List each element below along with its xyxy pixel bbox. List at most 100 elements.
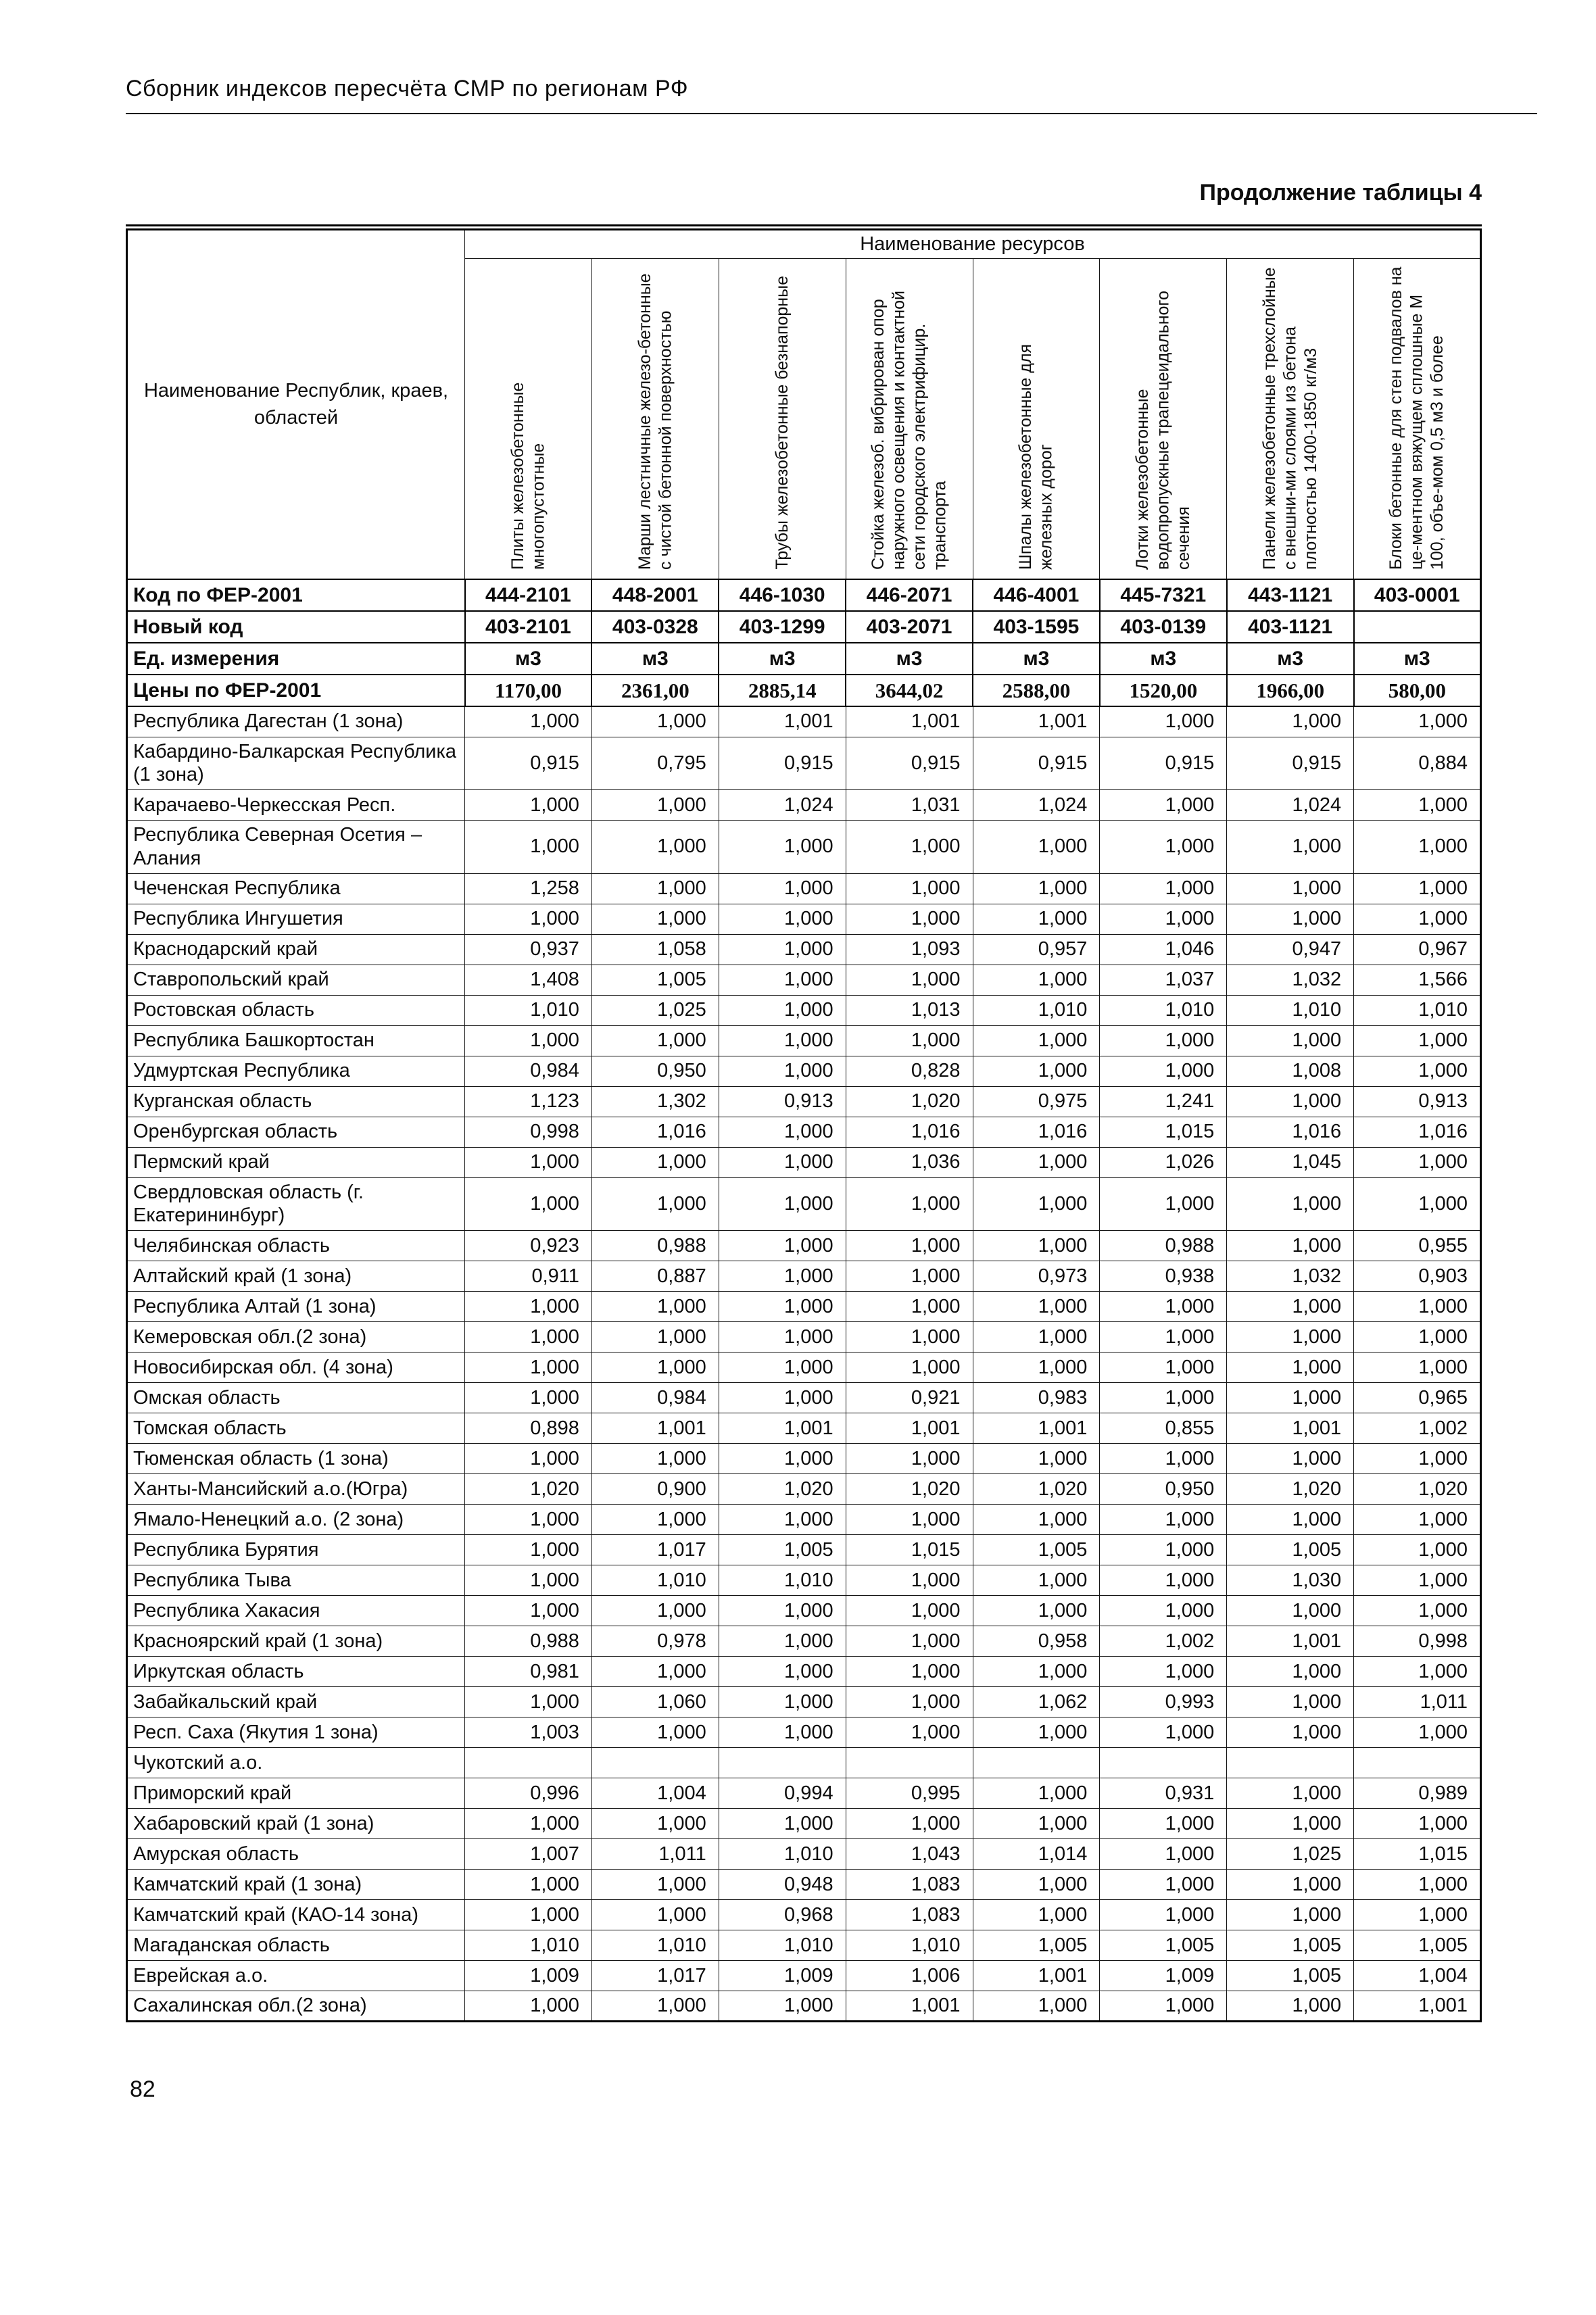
table-head: Наименование Республик, краев, областей …: [126, 227, 1481, 580]
region-value: 1,000: [972, 1352, 1101, 1384]
region-value: 1,000: [1353, 1504, 1481, 1536]
region-value: 0,913: [718, 1086, 846, 1117]
region-label: Ростовская область: [126, 994, 465, 1026]
column-header-text: Плиты железобетонные многопустотные: [508, 382, 548, 570]
column-header-5: Шпалы железобетонные для железных дорог: [972, 258, 1101, 580]
region-value: 1,000: [718, 994, 846, 1026]
meta-value: м3: [1353, 642, 1482, 675]
region-value: 1,000: [1226, 1025, 1355, 1056]
region-value: 1,009: [464, 1960, 592, 1992]
region-row: Чеченская Республика 1,258 1,000 1,000 1,000…: [126, 873, 1481, 904]
region-label: Алтайский край (1 зона): [126, 1261, 465, 1292]
region-value: 0,973: [972, 1261, 1101, 1292]
region-value: 0,903: [1353, 1261, 1481, 1292]
document-header: Сборник индексов пересчёта СМР по регион…: [126, 76, 1537, 114]
meta-value: 403-1299: [718, 610, 847, 643]
region-value: 1,000: [845, 1443, 973, 1475]
meta-value: 445-7321: [1098, 579, 1228, 612]
region-value: 1,000: [1099, 1595, 1228, 1627]
region-value: 1,000: [845, 1291, 973, 1323]
region-value: 1,000: [845, 1656, 973, 1688]
region-label: Забайкальский край: [126, 1686, 465, 1718]
column-header-text: Панели железобетонные трехслойные с внеш…: [1259, 267, 1320, 570]
region-value: [718, 1747, 846, 1779]
region-row: Ханты-Мансийский а.о.(Югра) 1,020 0,900 1,0…: [126, 1473, 1481, 1505]
region-value: 1,000: [1226, 1686, 1355, 1718]
region-value: 1,083: [845, 1869, 973, 1901]
region-value: 0,828: [845, 1055, 973, 1087]
region-value: 1,000: [464, 706, 592, 737]
region-row: Республика Дагестан (1 зона) 1,000 1,000 1,…: [126, 706, 1481, 737]
region-value: 1,013: [845, 994, 973, 1026]
region-row: Республика Тыва 1,000 1,010 1,010 1,000 1,000…: [126, 1565, 1481, 1597]
region-value: 1,000: [845, 1261, 973, 1292]
column-header-6: Лотки железобетонные водопропускные трап…: [1099, 258, 1228, 580]
region-value: 1,123: [464, 1086, 592, 1117]
meta-value: м3: [591, 642, 720, 675]
region-label: Ямало-Ненецкий а.о. (2 зона): [126, 1504, 465, 1536]
region-value: 0,921: [845, 1382, 973, 1414]
region-value: 1,000: [972, 1146, 1101, 1178]
region-value: 1,000: [464, 1565, 592, 1597]
region-row: Республика Башкортостан 1,000 1,000 1,000 1,…: [126, 1025, 1481, 1056]
region-value: 1,031: [845, 789, 973, 821]
region-label: Кабардино-Балкарская Республика (1 зона): [126, 736, 465, 791]
region-value: 1,005: [1099, 1930, 1228, 1961]
region-value: 1,000: [464, 1504, 592, 1536]
region-value: 1,000: [718, 1504, 846, 1536]
region-value: 1,000: [718, 1626, 846, 1657]
meta-value: м3: [845, 642, 973, 675]
region-value: 1,000: [972, 1991, 1101, 2022]
region-value: 1,015: [1353, 1838, 1481, 1870]
region-row: Краснодарский край 0,937 1,058 1,000 1,093 0,…: [126, 933, 1481, 965]
meta-value: 448-2001: [591, 579, 720, 612]
region-value: 1,000: [1353, 1595, 1481, 1627]
region-value: 0,915: [464, 736, 592, 791]
meta-value: 403-0001: [1353, 579, 1482, 612]
region-value: 1,000: [845, 1717, 973, 1749]
region-value: 1,000: [845, 1230, 973, 1262]
region-value: 0,967: [1353, 933, 1481, 965]
region-value: 1,000: [972, 1230, 1101, 1262]
region-value: 0,993: [1099, 1686, 1228, 1718]
region-value: 1,000: [1099, 1838, 1228, 1870]
meta-value: 403-0139: [1098, 610, 1228, 643]
region-value: 0,795: [591, 736, 719, 791]
region-label: Томская область: [126, 1413, 465, 1444]
region-row: Камчатский край (1 зона) 1,000 1,000 0,948 1…: [126, 1869, 1481, 1901]
region-value: 1,000: [1226, 1086, 1355, 1117]
region-value: 1,024: [972, 789, 1101, 821]
region-value: 1,045: [1226, 1146, 1355, 1178]
column-header-text: Лотки железобетонные водопропускные трап…: [1133, 291, 1194, 570]
region-value: 1,000: [591, 1504, 719, 1536]
region-value: 0,855: [1099, 1413, 1228, 1444]
region-value: 1,014: [972, 1838, 1101, 1870]
region-value: 1,020: [845, 1473, 973, 1505]
meta-value: м3: [1226, 642, 1355, 675]
meta-value: 580,00: [1353, 674, 1482, 707]
region-label: Краснодарский край: [126, 933, 465, 965]
region-value: 1,046: [1099, 933, 1228, 965]
column-header-text: Стойка железоб. вибрирован опор наружног…: [869, 291, 950, 570]
region-row: Томская область 0,898 1,001 1,001 1,001 1,001…: [126, 1413, 1481, 1444]
region-value: 1,010: [845, 1930, 973, 1961]
region-value: 1,000: [718, 1443, 846, 1475]
region-value: 0,998: [1353, 1626, 1481, 1657]
region-value: 1,010: [1099, 994, 1228, 1026]
region-row: Республика Хакасия 1,000 1,000 1,000 1,000 1,…: [126, 1595, 1481, 1627]
region-row: Забайкальский край 1,000 1,060 1,000 1,000 1,…: [126, 1686, 1481, 1718]
region-value: 1,000: [718, 1382, 846, 1414]
region-value: 1,000: [464, 1177, 592, 1232]
region-row: Удмуртская Республика 0,984 0,950 1,000 0,82…: [126, 1055, 1481, 1087]
region-label: Свердловская область (г. Екатерининбург): [126, 1177, 465, 1232]
column-header-2: Марши лестничные железо-бетонные с чисто…: [591, 258, 719, 580]
region-value: 1,000: [1353, 1656, 1481, 1688]
region-value: 1,001: [972, 706, 1101, 737]
region-value: 1,011: [591, 1838, 719, 1870]
column-header-4: Стойка железоб. вибрирован опор наружног…: [845, 258, 973, 580]
column-headers-row: Плиты железобетонные многопустотные Марши…: [127, 258, 1481, 580]
region-value: 1,000: [718, 903, 846, 935]
region-label: Красноярский край (1 зона): [126, 1626, 465, 1657]
region-value: [591, 1747, 719, 1779]
region-value: 1,020: [718, 1473, 846, 1505]
